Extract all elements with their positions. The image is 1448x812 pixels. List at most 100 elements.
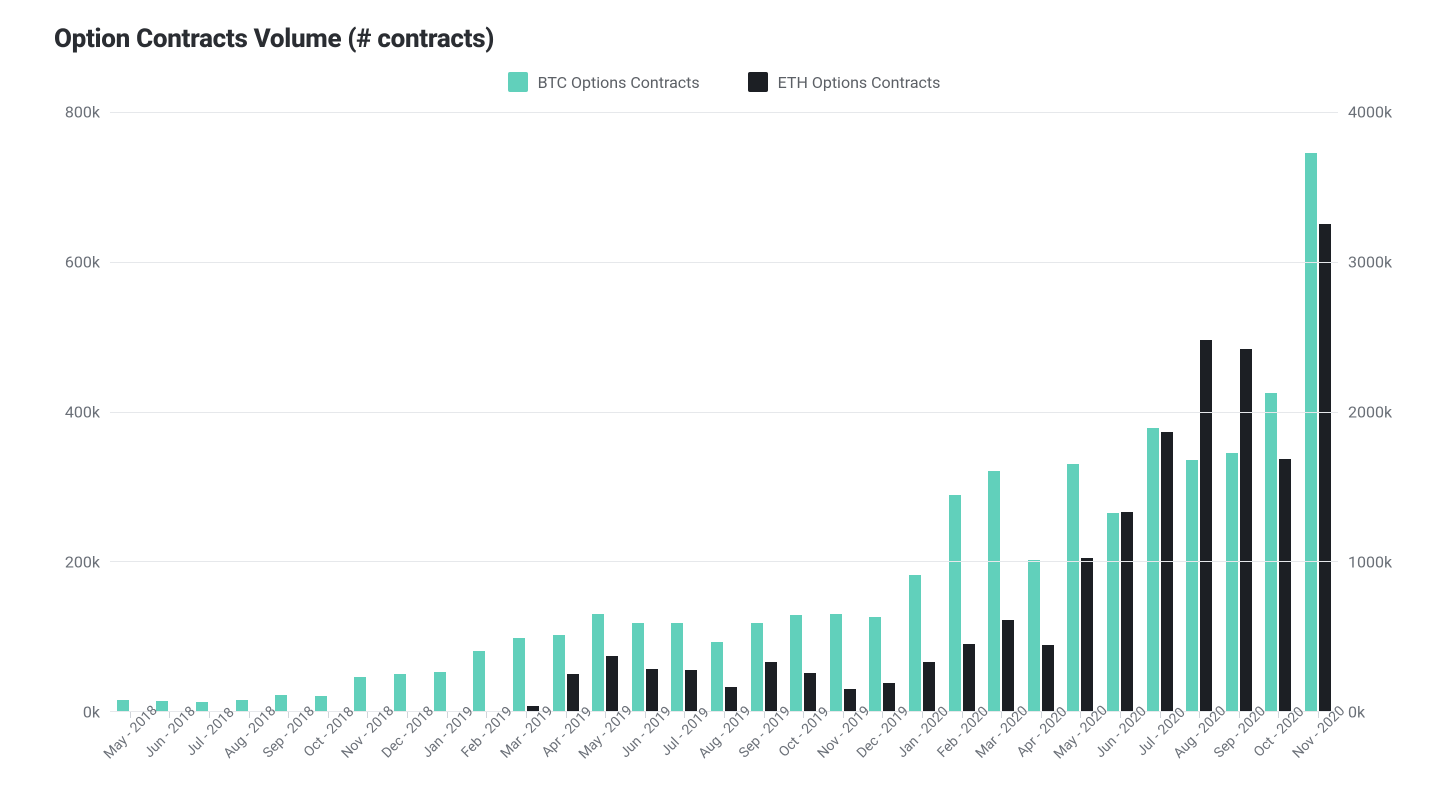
bar-eth[interactable] bbox=[883, 683, 895, 711]
bar-eth[interactable] bbox=[606, 656, 618, 711]
bar-btc[interactable] bbox=[1186, 460, 1198, 711]
bar-eth[interactable] bbox=[1002, 620, 1014, 711]
bar-eth[interactable] bbox=[804, 673, 816, 711]
x-tick: Dec - 2018 bbox=[387, 716, 427, 806]
y-tick-right: 4000k bbox=[1348, 103, 1392, 122]
legend-swatch bbox=[748, 72, 768, 92]
bar-btc[interactable] bbox=[117, 700, 129, 711]
bar-btc[interactable] bbox=[473, 651, 485, 711]
x-tick: Jun - 2019 bbox=[625, 716, 665, 806]
bar-btc[interactable] bbox=[869, 617, 881, 711]
x-tick: Oct - 2019 bbox=[783, 716, 823, 806]
x-tick: Nov - 2020 bbox=[1298, 716, 1338, 806]
bar-btc[interactable] bbox=[1147, 428, 1159, 711]
bar-eth[interactable] bbox=[1200, 340, 1212, 711]
y-tick-left: 800k bbox=[65, 103, 100, 122]
x-tick: Apr - 2020 bbox=[1021, 716, 1061, 806]
bar-btc[interactable] bbox=[1107, 513, 1119, 711]
x-tick-mark bbox=[605, 712, 606, 718]
bar-btc[interactable] bbox=[513, 638, 525, 711]
x-tick-mark bbox=[169, 712, 170, 718]
bar-btc[interactable] bbox=[236, 700, 248, 711]
bar-btc[interactable] bbox=[632, 623, 644, 711]
x-tick-mark bbox=[1160, 712, 1161, 718]
chart-title: Option Contracts Volume (# contracts) bbox=[54, 24, 1408, 54]
bar-btc[interactable] bbox=[394, 674, 406, 711]
chart-legend: BTC Options Contracts ETH Options Contrac… bbox=[40, 72, 1408, 92]
y-axis-right: 0k1000k2000k3000k4000k bbox=[1338, 112, 1408, 712]
gridline bbox=[110, 262, 1338, 263]
bar-btc[interactable] bbox=[275, 695, 287, 711]
x-tick-mark bbox=[1041, 712, 1042, 718]
bar-btc[interactable] bbox=[1028, 560, 1040, 711]
bar-btc[interactable] bbox=[434, 672, 446, 711]
x-tick-mark bbox=[1199, 712, 1200, 718]
bar-eth[interactable] bbox=[1081, 558, 1093, 711]
bar-eth[interactable] bbox=[1161, 432, 1173, 711]
bar-eth[interactable] bbox=[1279, 459, 1291, 711]
bar-eth[interactable] bbox=[765, 662, 777, 711]
bar-btc[interactable] bbox=[592, 614, 604, 711]
bar-btc[interactable] bbox=[751, 623, 763, 711]
x-tick-mark bbox=[645, 712, 646, 718]
x-tick: May - 2020 bbox=[1061, 716, 1101, 806]
bar-eth[interactable] bbox=[844, 689, 856, 711]
bar-eth[interactable] bbox=[646, 669, 658, 711]
x-tick-mark bbox=[249, 712, 250, 718]
x-tick-mark bbox=[843, 712, 844, 718]
bar-btc[interactable] bbox=[1305, 153, 1317, 711]
bar-btc[interactable] bbox=[315, 696, 327, 711]
x-tick-mark bbox=[1120, 712, 1121, 718]
bar-btc[interactable] bbox=[156, 701, 168, 711]
x-tick-mark bbox=[764, 712, 765, 718]
bar-btc[interactable] bbox=[196, 702, 208, 711]
bar-btc[interactable] bbox=[1265, 393, 1277, 711]
x-tick-mark bbox=[1080, 712, 1081, 718]
bar-btc[interactable] bbox=[790, 615, 802, 711]
x-tick-mark bbox=[882, 712, 883, 718]
x-tick-mark bbox=[328, 712, 329, 718]
x-tick: Aug - 2020 bbox=[1179, 716, 1219, 806]
bar-btc[interactable] bbox=[909, 575, 921, 711]
x-tick: Sep - 2020 bbox=[1219, 716, 1259, 806]
bar-btc[interactable] bbox=[988, 471, 1000, 711]
legend-item-eth[interactable]: ETH Options Contracts bbox=[748, 72, 941, 92]
y-tick-right: 3000k bbox=[1348, 253, 1392, 272]
x-tick: Sep - 2018 bbox=[268, 716, 308, 806]
bar-eth[interactable] bbox=[725, 687, 737, 711]
bar-eth[interactable] bbox=[963, 644, 975, 711]
bar-eth[interactable] bbox=[1121, 512, 1133, 711]
y-tick-left: 400k bbox=[65, 403, 100, 422]
bar-eth[interactable] bbox=[1240, 349, 1252, 711]
x-tick-mark bbox=[407, 712, 408, 718]
x-axis: May - 2018Jun - 2018Jul - 2018Aug - 2018… bbox=[110, 716, 1338, 806]
x-tick-mark bbox=[526, 712, 527, 718]
bar-btc[interactable] bbox=[949, 495, 961, 711]
bar-eth[interactable] bbox=[1042, 645, 1054, 711]
bar-btc[interactable] bbox=[1067, 464, 1079, 711]
legend-item-btc[interactable]: BTC Options Contracts bbox=[508, 72, 700, 92]
bar-eth[interactable] bbox=[923, 662, 935, 711]
x-tick: May - 2018 bbox=[110, 716, 150, 806]
x-tick: Aug - 2019 bbox=[704, 716, 744, 806]
x-tick: Mar - 2019 bbox=[506, 716, 546, 806]
bar-btc[interactable] bbox=[830, 614, 842, 711]
x-tick-mark bbox=[486, 712, 487, 718]
x-tick: Nov - 2018 bbox=[348, 716, 388, 806]
bar-eth[interactable] bbox=[1319, 224, 1331, 711]
x-tick-mark bbox=[1318, 712, 1319, 718]
x-tick: Oct - 2020 bbox=[1259, 716, 1299, 806]
x-tick-mark bbox=[130, 712, 131, 718]
x-tick-mark bbox=[1278, 712, 1279, 718]
bar-btc[interactable] bbox=[1226, 453, 1238, 711]
x-tick: May - 2019 bbox=[585, 716, 625, 806]
x-tick: Sep - 2019 bbox=[744, 716, 784, 806]
bar-btc[interactable] bbox=[671, 623, 683, 711]
bar-eth[interactable] bbox=[685, 670, 697, 711]
y-tick-right: 1000k bbox=[1348, 553, 1392, 572]
bar-btc[interactable] bbox=[354, 677, 366, 711]
bar-eth[interactable] bbox=[567, 674, 579, 711]
bar-btc[interactable] bbox=[711, 642, 723, 711]
x-tick: Jul - 2020 bbox=[1140, 716, 1180, 806]
bar-btc[interactable] bbox=[553, 635, 565, 711]
